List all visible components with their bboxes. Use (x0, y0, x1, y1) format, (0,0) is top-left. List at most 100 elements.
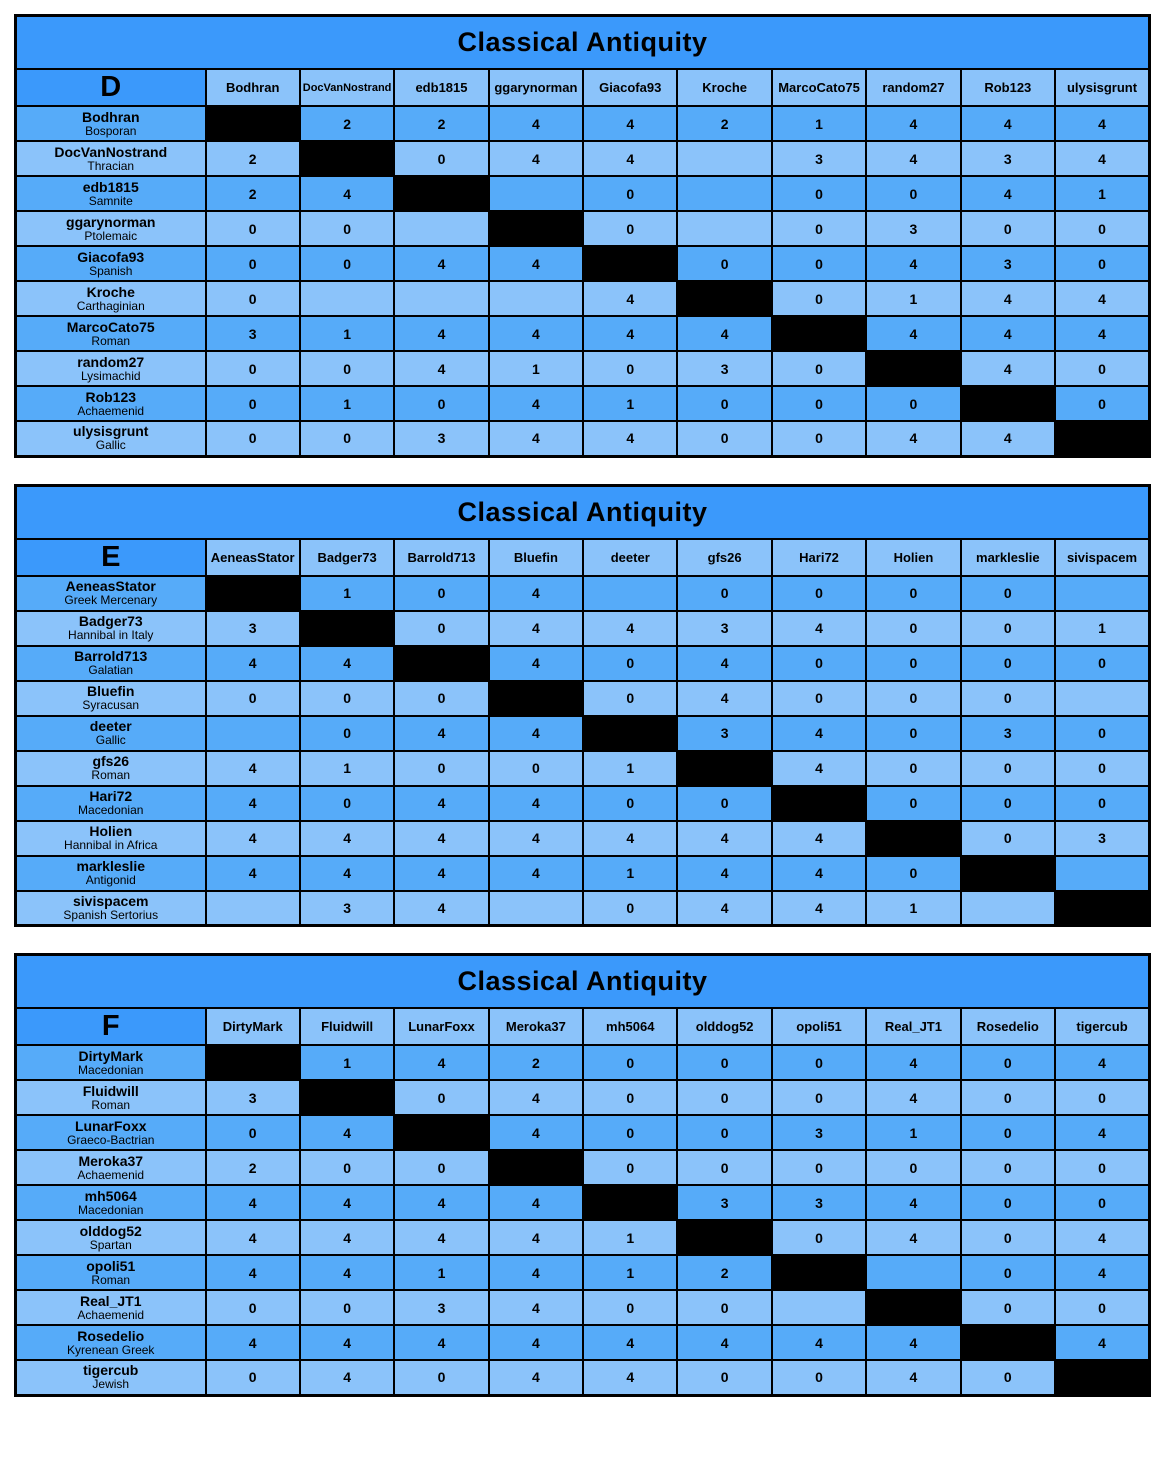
column-header-ulysisgrunt: ulysisgrunt (1054, 68, 1151, 107)
player-cell: Holien Hannibal in Africa (14, 819, 207, 857)
faction-name: Roman (91, 1097, 131, 1112)
column-header-giacofa93: Giacofa93 (582, 68, 679, 107)
score-cell: 4 (204, 749, 301, 787)
score-cell: 4 (676, 854, 773, 892)
score-cell: 4 (298, 819, 396, 857)
faction-name: Hannibal in Italy (68, 628, 154, 643)
score-cell: 4 (770, 1324, 868, 1361)
score-cell: 0 (393, 749, 490, 787)
player-cell: AeneasStator Greek Mercenary (14, 574, 207, 612)
score-cell: 0 (204, 1359, 301, 1396)
player-name: Kroche (86, 283, 135, 300)
column-header-tigercub: tigercub (1054, 1007, 1151, 1046)
score-cell: 0 (676, 1044, 773, 1081)
table-row: Holien Hannibal in Africa 4 4 4 4 4 4 4 0 3 (14, 819, 1151, 857)
score-cell: 4 (487, 854, 585, 892)
score-cell: 4 (204, 854, 301, 892)
score-cell: 4 (1054, 1324, 1151, 1361)
score-cell: 4 (487, 1114, 585, 1151)
score-cell: 0 (393, 1149, 490, 1186)
player-cell: DirtyMark Macedonian (14, 1044, 207, 1081)
score-cell: 4 (298, 1114, 396, 1151)
table-row: olddog52 Spartan 4 4 4 4 1 0 4 0 4 (14, 1219, 1151, 1256)
table-row: opoli51 Roman 4 4 1 4 1 2 0 4 (14, 1254, 1151, 1291)
score-cell: 4 (487, 1359, 585, 1396)
score-cell: 4 (487, 1324, 585, 1361)
player-name: ggarynorman (66, 213, 156, 230)
faction-name: Hannibal in Africa (64, 838, 158, 853)
self-match-cell (582, 714, 679, 752)
table-row: deeter Gallic 0 4 4 3 4 0 3 0 (14, 714, 1151, 752)
score-cell: 0 (770, 420, 868, 457)
score-cell: 3 (865, 210, 962, 247)
score-cell: 1 (298, 1044, 396, 1081)
score-cell: 1 (487, 350, 585, 387)
score-cell: 4 (298, 1254, 396, 1291)
score-cell (582, 574, 679, 612)
score-cell: 0 (770, 1219, 868, 1256)
score-cell: 4 (865, 1044, 962, 1081)
score-cell: 4 (204, 644, 301, 682)
player-name: DirtyMark (78, 1047, 144, 1064)
score-cell (676, 175, 773, 212)
score-cell: 0 (298, 350, 396, 387)
column-header-deeter: deeter (582, 537, 679, 577)
score-cell: 4 (582, 315, 679, 352)
faction-name: Roman (91, 768, 131, 783)
score-cell: 4 (487, 1219, 585, 1256)
score-cell: 0 (770, 1359, 868, 1396)
player-cell: markleslie Antigonid (14, 854, 207, 892)
column-header-badger73: Badger73 (298, 537, 396, 577)
score-cell: 0 (582, 784, 679, 822)
score-cell: 0 (298, 784, 396, 822)
table-row: sivispacem Spanish Sertorius 3 4 0 4 4 1 (14, 889, 1151, 927)
score-cell: 4 (770, 609, 868, 647)
score-cell: 0 (676, 784, 773, 822)
score-cell: 0 (582, 1044, 679, 1081)
score-cell: 4 (770, 854, 868, 892)
score-cell: 0 (582, 175, 679, 212)
table-row: ggarynorman Ptolemaic 0 0 0 0 3 0 0 (14, 210, 1151, 247)
player-name: LunarFoxx (74, 1117, 147, 1134)
score-cell: 0 (676, 245, 773, 282)
faction-name: Macedonian (78, 803, 144, 818)
score-cell: 4 (865, 1079, 962, 1116)
self-match-cell (1054, 420, 1151, 457)
score-cell: 4 (487, 644, 585, 682)
score-cell: 4 (770, 819, 868, 857)
table-title: Classical Antiquity (14, 484, 1151, 540)
column-header-row: D Bodhran DocVanNostrand edb1815 ggarynorma… (14, 68, 1151, 107)
column-header-barrold713: Barrold713 (393, 537, 490, 577)
table-row: Kroche Carthaginian 0 4 0 1 4 4 (14, 280, 1151, 317)
faction-name: Lysimachid (80, 368, 141, 383)
score-cell: 4 (487, 140, 585, 177)
score-cell: 0 (393, 385, 490, 422)
score-cell: 4 (487, 1289, 585, 1326)
score-cell: 4 (865, 245, 962, 282)
score-cell: 0 (959, 749, 1057, 787)
score-cell: 4 (393, 714, 490, 752)
table-row: DocVanNostrand Thracian 2 0 4 4 3 4 3 4 (14, 140, 1151, 177)
faction-name: Carthaginian (76, 298, 145, 313)
score-cell: 0 (676, 574, 773, 612)
score-cell (204, 889, 301, 927)
player-name: Bodhran (81, 108, 140, 125)
score-cell: 4 (393, 1044, 490, 1081)
score-cell: 4 (204, 1324, 301, 1361)
player-name: sivispacem (73, 892, 149, 909)
score-cell: 4 (204, 1254, 301, 1291)
score-cell: 0 (298, 1289, 396, 1326)
self-match-cell (582, 1184, 679, 1221)
score-cell: 0 (959, 1114, 1057, 1151)
column-header-opoli51: opoli51 (770, 1007, 868, 1046)
column-header-olddog52: olddog52 (676, 1007, 773, 1046)
score-cell: 3 (959, 245, 1057, 282)
score-cell: 4 (676, 679, 773, 717)
score-cell: 2 (298, 105, 396, 142)
score-cell: 4 (582, 140, 679, 177)
score-cell: 1 (582, 854, 679, 892)
score-cell: 1 (865, 889, 962, 927)
table-row: Fluidwill Roman 3 0 4 0 0 0 4 0 0 (14, 1079, 1151, 1116)
player-name: deeter (89, 718, 132, 735)
score-cell: 0 (298, 679, 396, 717)
